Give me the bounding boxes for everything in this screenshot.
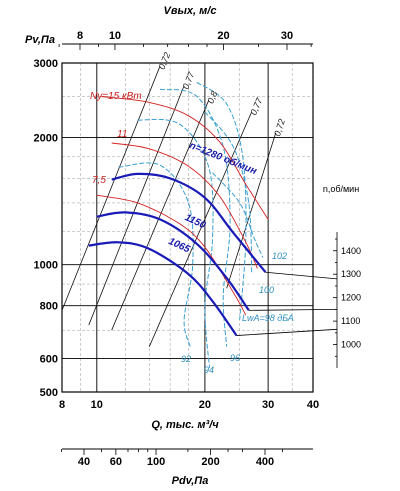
y-tick-label: 2000 xyxy=(34,132,58,144)
top-axis-title: Vвых, м/с xyxy=(164,5,217,17)
x-axis-title: Q, тыс. м³/ч xyxy=(151,419,219,431)
efficiency-ray xyxy=(226,132,277,289)
right-axis-tick-label: 1400 xyxy=(341,246,361,256)
x-tick-label: 20 xyxy=(199,399,211,411)
dynamic-tick-label: 100 xyxy=(147,456,165,468)
power-lines xyxy=(96,96,269,316)
speed-curves xyxy=(88,172,267,337)
power-label-15: Ny=15 кВт xyxy=(90,91,142,102)
right-axis-tick-label: 1100 xyxy=(341,316,360,326)
noise-contour xyxy=(204,111,253,273)
efficiency-label: 0,72 xyxy=(272,118,287,138)
noise-label-98: LwA=98 дБА xyxy=(242,313,294,323)
power-line xyxy=(111,142,258,269)
efficiency-rays xyxy=(61,65,277,347)
plot-border xyxy=(61,62,314,393)
x-tick-label: 10 xyxy=(91,399,103,411)
dynamic-tick-label: 400 xyxy=(256,456,274,468)
noise-label-102: 102 xyxy=(272,251,287,261)
noise-label-94: 94 xyxy=(204,365,214,375)
right-axis-title: n,об/мин xyxy=(323,184,359,194)
top-tick-label: 20 xyxy=(217,30,229,42)
noise-label-92: 92 xyxy=(181,354,191,364)
noise-contour xyxy=(212,172,264,258)
power-label-7.5: 7,5 xyxy=(92,175,106,186)
x-tick-label: 8 xyxy=(59,399,65,411)
y-tick-label: 800 xyxy=(40,301,58,313)
grid-lines xyxy=(61,62,314,393)
x-tick-label: 40 xyxy=(307,399,319,411)
speed-curve xyxy=(96,211,250,311)
efficiency-label: 0,72 xyxy=(157,51,173,71)
axes xyxy=(58,43,338,455)
dynamic-tick-label: 60 xyxy=(110,456,122,468)
right-axis-tick-label: 1200 xyxy=(341,293,361,303)
plot-frame xyxy=(61,62,314,393)
top-tick-label: 10 xyxy=(109,30,121,42)
top-tick-label: 8 xyxy=(77,30,83,42)
leader-line xyxy=(236,328,338,336)
y-tick-label: 500 xyxy=(40,387,58,399)
efficiency-ray xyxy=(88,85,185,326)
efficiency-ray xyxy=(111,100,210,331)
y-tick-label: 3000 xyxy=(34,58,58,70)
noise-contour xyxy=(118,162,194,347)
noise-label-100: 100 xyxy=(259,285,274,295)
efficiency-label: 0,77 xyxy=(181,70,197,91)
leader-line xyxy=(265,271,338,280)
right-axis-tick-label: 1300 xyxy=(341,269,361,279)
dynamic-tick-label: 200 xyxy=(201,456,219,468)
y-axis-title: Pv,Па xyxy=(25,34,55,46)
noise-contour xyxy=(196,81,247,321)
y-tick-label: 600 xyxy=(40,354,58,366)
speed-leader-lines xyxy=(236,271,338,336)
dynamic-axis-title: Pdv,Па xyxy=(172,475,209,487)
top-tick-label: 30 xyxy=(281,30,293,42)
efficiency-label: 0,77 xyxy=(248,96,265,117)
efficiency-label: 0,8 xyxy=(205,90,219,105)
efficiency-ray xyxy=(61,65,161,311)
noise-contour xyxy=(159,88,231,347)
speed-label-1065: 1065 xyxy=(167,236,192,256)
speed-curve xyxy=(111,172,267,273)
power-line xyxy=(101,96,269,220)
leader-line xyxy=(248,308,338,311)
speed-curve xyxy=(88,241,238,337)
right-axis-tick-label: 1000 xyxy=(341,340,361,350)
noise-label-96: 96 xyxy=(230,353,240,363)
power-line xyxy=(96,194,247,316)
x-tick-label: 30 xyxy=(262,399,274,411)
dynamic-tick-label: 40 xyxy=(78,456,90,468)
power-label-11: 11 xyxy=(117,129,127,140)
y-tick-label: 1000 xyxy=(34,260,58,272)
